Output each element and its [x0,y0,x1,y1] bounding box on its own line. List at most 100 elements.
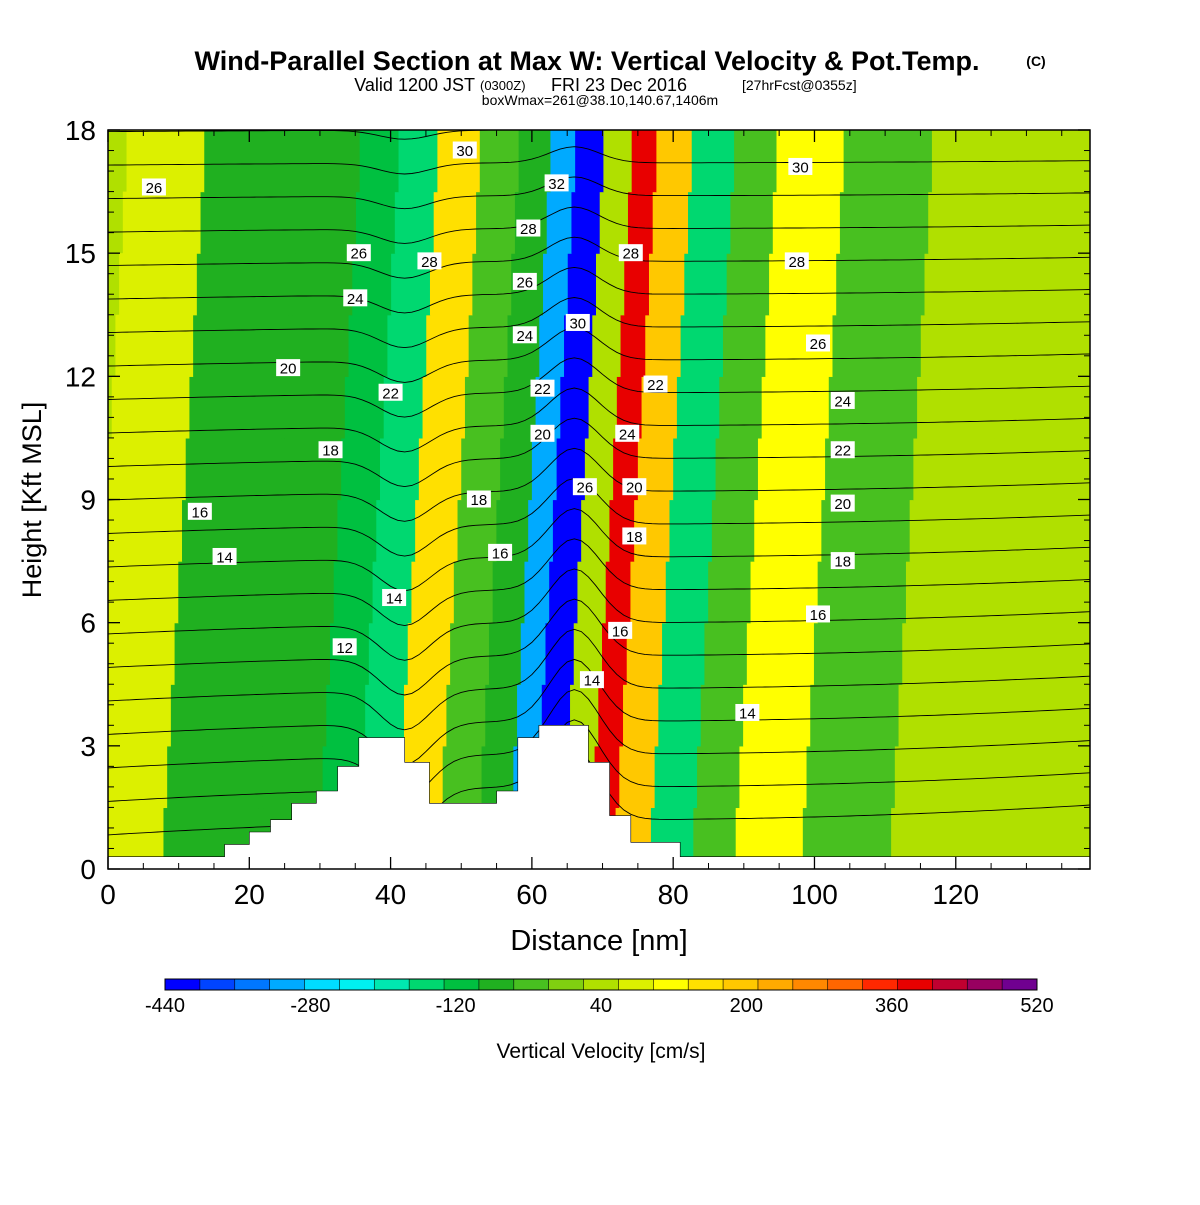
x-tick-label: 20 [234,879,265,910]
velocity-cell [453,561,494,624]
velocity-cell [185,437,282,501]
contour-label: 16 [608,621,633,640]
velocity-cell [115,314,194,377]
velocity-cell [913,437,992,501]
theta-contour [108,719,1090,835]
colorbar-swatch [1002,979,1038,990]
colorbar-swatch [792,979,829,990]
velocity-cell [688,191,732,254]
contour-label-text: 18 [322,443,339,460]
contour-label: 22 [530,379,555,398]
velocity-cell [739,745,808,809]
velocity-cell [928,191,1007,254]
velocity-cell [832,314,922,377]
velocity-cell [517,684,543,747]
contour-label-text: 16 [612,623,629,640]
velocity-cell [619,745,656,809]
theta-contour [108,568,1090,661]
velocity-cell [507,314,540,377]
contour-label-text: 30 [456,143,473,160]
contour-label-box [830,552,855,570]
contour-label-box [530,424,555,442]
valid-time-label: Valid 1200 JST [354,75,475,95]
velocity-cell [806,745,896,809]
velocity-cell [560,376,590,439]
velocity-cell [684,253,728,316]
contour-label-text: 22 [534,381,551,398]
chart-title: Wind-Parallel Section at Max W: Vertical… [195,46,980,76]
velocity-cell [715,437,759,501]
colorbar-swatch [513,979,549,990]
velocity-cell [108,684,172,747]
theta-contour [108,146,1090,175]
velocity-cell [894,745,974,809]
y-tick-label: 15 [65,238,96,269]
contour-label-box [512,326,537,344]
velocity-cell [581,499,611,562]
contour-label: 18 [466,490,491,509]
colorbar-swatch [897,979,933,990]
contour-label-box [735,703,760,721]
contour-labels: 26 30 32 30 26 28 28 28 28 24 26 30 24 26 20 22 22 22 24 20… [141,141,855,722]
vertical-velocity-field [108,130,1090,869]
velocity-cell [588,376,618,439]
theta-contour [108,689,1090,800]
contour-label-box [788,157,813,175]
velocity-cell [998,314,1090,377]
terrain-outline [108,725,1090,857]
colorbar-swatch [234,979,270,990]
contour-label-text: 20 [534,426,551,443]
contour-label-box [346,244,371,262]
contour-label-text: 26 [146,180,163,197]
contour-label-box [579,671,604,689]
velocity-cell [902,622,981,685]
theta-contour [108,297,1090,349]
contour-label: 14 [212,547,237,566]
colorbar-swatch [757,979,794,990]
velocity-cell [539,314,565,377]
theta-contour [108,508,1090,592]
velocity-cell [266,684,327,747]
contour-label-text: 14 [739,705,756,722]
colorbar-swatch [827,979,863,990]
theta-contour [108,236,1090,279]
velocity-cell [654,745,698,809]
contour-label-box [622,527,647,545]
velocity-cell [549,561,579,624]
velocity-cell [697,745,741,809]
velocity-cell [754,499,822,562]
velocity-cell [365,684,405,747]
contour-label-text: 24 [834,393,851,410]
contour-label: 28 [618,244,643,263]
velocity-cell [836,253,926,316]
theta-contour [108,357,1090,418]
valid-time-utc: (0300Z) [480,78,526,93]
contour-label-box [378,383,403,401]
colorbar-tick-label: -280 [290,995,330,1017]
contour-label-text: 24 [516,328,533,345]
theta-contour [108,538,1090,627]
contour-label-text: 26 [577,480,594,497]
x-tick-label: 40 [375,879,406,910]
colorbar-swatch [374,979,410,990]
colorbar-swatch [199,979,236,990]
velocity-cell [531,437,558,501]
contour-label: 26 [806,334,831,353]
y-tick-label: 9 [80,485,96,516]
contour-label-box [544,174,569,192]
velocity-cell [485,684,518,747]
contour-label: 26 [512,272,537,291]
velocity-cell [991,437,1090,501]
velocity-cell [676,376,720,439]
velocity-cell [299,130,361,193]
contour-label: 14 [579,671,604,690]
velocity-cell [284,376,346,439]
velocity-cell [994,376,1090,439]
contour-label-box [830,441,855,459]
contour-label: 22 [378,383,403,402]
velocity-cell [394,191,435,254]
velocity-cell [631,130,658,193]
velocity-cell [665,561,709,624]
